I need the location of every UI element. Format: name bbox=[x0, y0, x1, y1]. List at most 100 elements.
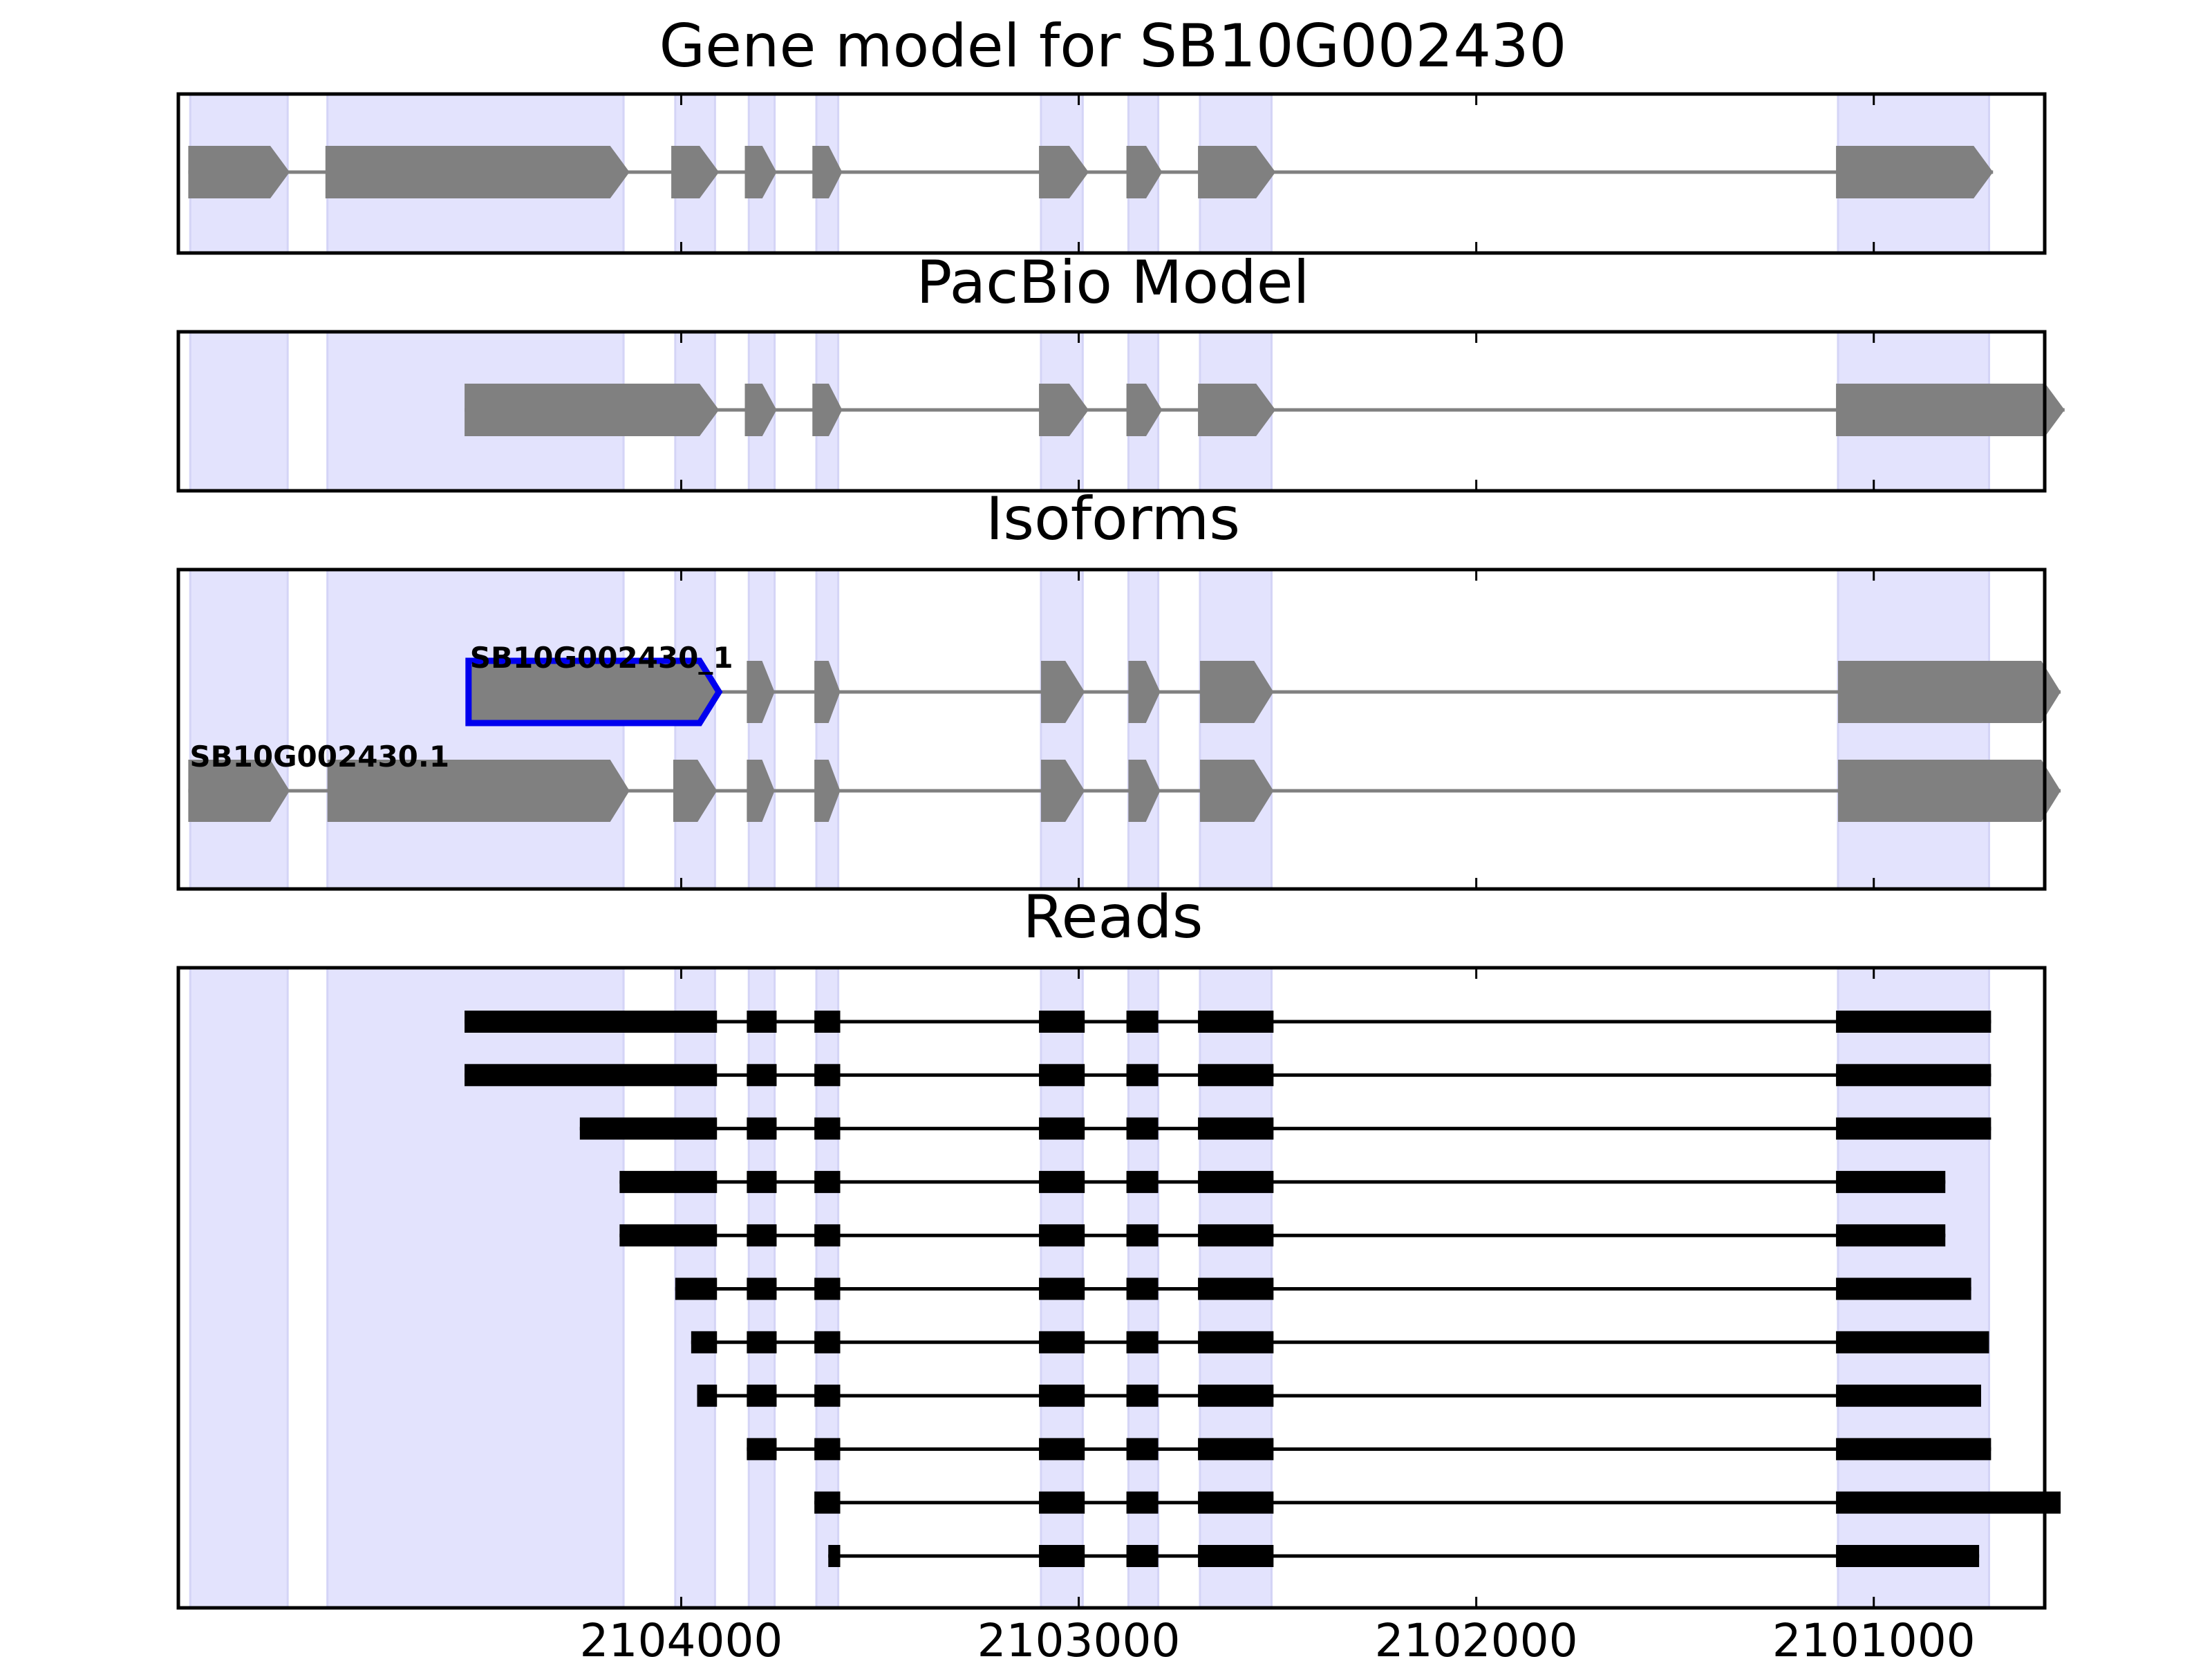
read-block bbox=[619, 1170, 718, 1193]
read-block bbox=[1836, 1277, 1971, 1300]
exon-block bbox=[1199, 760, 1274, 822]
gene-model-panel bbox=[176, 92, 2047, 255]
read-block bbox=[1039, 1064, 1085, 1087]
isoform-label: SB10G002430.1 bbox=[189, 740, 449, 774]
exon-block bbox=[1040, 760, 1085, 822]
exon-block bbox=[744, 146, 777, 198]
exon-block bbox=[188, 146, 290, 198]
exon-block bbox=[1836, 384, 2065, 436]
read-block bbox=[747, 1224, 777, 1247]
gene-model-panel-frame bbox=[176, 92, 2047, 255]
exon-block bbox=[468, 661, 720, 723]
exon-block bbox=[673, 760, 718, 822]
exon-block bbox=[1128, 760, 1161, 822]
read-block bbox=[1198, 1170, 1274, 1193]
read-block bbox=[1126, 1011, 1159, 1033]
reads-panel bbox=[176, 966, 2061, 1610]
exon-block bbox=[1039, 384, 1089, 436]
read-block bbox=[1198, 1331, 1274, 1353]
read-block bbox=[1039, 1331, 1085, 1353]
read-block bbox=[814, 1064, 841, 1087]
isoform-label: SB10G002430_1 bbox=[470, 641, 733, 675]
read-block bbox=[814, 1170, 841, 1193]
read-block bbox=[1039, 1277, 1085, 1300]
exon-block bbox=[1198, 384, 1276, 436]
read-block bbox=[1198, 1277, 1274, 1300]
read-block bbox=[814, 1385, 841, 1407]
exon-block bbox=[1039, 146, 1089, 198]
read-block bbox=[1126, 1438, 1159, 1461]
read-block bbox=[1039, 1170, 1085, 1193]
read-block bbox=[1198, 1545, 1274, 1567]
exon-block bbox=[1198, 146, 1276, 198]
read-block bbox=[1836, 1117, 1991, 1140]
exon-block bbox=[812, 384, 843, 436]
exon-block bbox=[814, 661, 841, 723]
read-block bbox=[1198, 1438, 1274, 1461]
exon-block bbox=[1126, 384, 1163, 436]
exon-shade-region bbox=[326, 568, 625, 890]
exon-shading bbox=[189, 568, 1990, 890]
read-block bbox=[747, 1277, 777, 1300]
exon-block bbox=[812, 146, 843, 198]
exon-shade-region bbox=[189, 966, 289, 1609]
read-block bbox=[619, 1224, 718, 1247]
read-block bbox=[814, 1491, 841, 1514]
read-block bbox=[1198, 1011, 1274, 1033]
isoforms-track: SB10G002430_1 SB10G002430.1 bbox=[188, 641, 2061, 822]
read-block bbox=[1126, 1277, 1159, 1300]
exon-block bbox=[814, 760, 841, 822]
read-block bbox=[465, 1011, 718, 1033]
exon-block bbox=[747, 661, 775, 723]
exon-block bbox=[327, 760, 630, 822]
panel-title-isoforms: Isoforms bbox=[986, 485, 1240, 554]
exon-shade-region bbox=[189, 568, 289, 890]
read-block bbox=[747, 1117, 777, 1140]
x-tick-label: 2104000 bbox=[579, 1614, 782, 1659]
exon-block bbox=[1128, 661, 1161, 723]
read-block bbox=[1198, 1117, 1274, 1140]
read-block bbox=[1126, 1491, 1159, 1514]
read-block bbox=[814, 1331, 841, 1353]
read-block bbox=[1039, 1117, 1085, 1140]
read-block bbox=[1039, 1224, 1085, 1247]
isoforms-panel-frame bbox=[176, 568, 2047, 891]
exon-shade-region bbox=[326, 966, 625, 1609]
exon-shade-region bbox=[1199, 568, 1273, 890]
reads-track bbox=[465, 1011, 2061, 1567]
exon-shade-region bbox=[1040, 568, 1084, 890]
read-block bbox=[675, 1277, 718, 1300]
read-block bbox=[1836, 1064, 1991, 1087]
read-block bbox=[814, 1277, 841, 1300]
read-block bbox=[1836, 1491, 2061, 1514]
exon-shade-region bbox=[1127, 568, 1160, 890]
read-block bbox=[747, 1011, 777, 1033]
read-block bbox=[1836, 1331, 1989, 1353]
exon-block bbox=[1837, 661, 2061, 723]
read-block bbox=[828, 1545, 841, 1567]
read-block bbox=[1198, 1064, 1274, 1087]
read-block bbox=[747, 1438, 777, 1461]
pacbio-model-panel-frame bbox=[176, 330, 2047, 493]
read-block bbox=[747, 1331, 777, 1353]
read-block bbox=[1836, 1170, 1946, 1193]
exon-shade-region bbox=[189, 330, 289, 492]
gene-model-track bbox=[188, 146, 1994, 198]
read-block bbox=[1039, 1011, 1085, 1033]
read-block bbox=[747, 1385, 777, 1407]
read-block bbox=[1126, 1064, 1159, 1087]
read-block bbox=[1126, 1117, 1159, 1140]
pacbio-model-track bbox=[465, 384, 2065, 436]
read-block bbox=[1198, 1385, 1274, 1407]
read-block bbox=[814, 1011, 841, 1033]
read-block bbox=[1836, 1545, 1980, 1567]
read-block bbox=[747, 1064, 777, 1087]
read-block bbox=[1039, 1438, 1085, 1461]
isoforms-panel: SB10G002430_1 SB10G002430.1 bbox=[176, 568, 2061, 891]
exon-block bbox=[188, 760, 290, 822]
read-block bbox=[1198, 1224, 1274, 1247]
read-block bbox=[1126, 1224, 1159, 1247]
read-block bbox=[814, 1438, 841, 1461]
exon-block bbox=[325, 146, 630, 198]
